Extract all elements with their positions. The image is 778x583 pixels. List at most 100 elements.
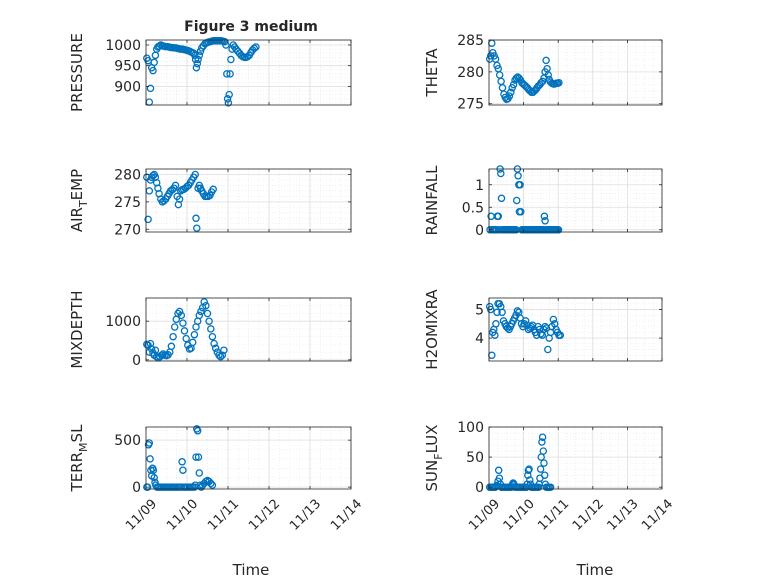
figure-title: Figure 3 medium (184, 19, 318, 35)
data-point (544, 71, 552, 79)
y-tick-label: 0 (475, 223, 484, 239)
y-tick-label: 500 (114, 433, 141, 449)
y-tick-label: 4 (475, 331, 484, 347)
y-axis-label: MIXDEPTH (68, 290, 86, 368)
data-point (171, 181, 180, 190)
data-series (143, 37, 260, 107)
data-point (207, 325, 215, 333)
subplot-5: 0 1000 MIXDEPTH (68, 290, 352, 369)
x-axis-label-left: Time (232, 561, 270, 579)
data-point (250, 44, 258, 53)
data-point (227, 55, 235, 64)
data-point (146, 455, 154, 463)
data-point (193, 224, 201, 232)
data-point (191, 55, 200, 64)
y-tick-label: 285 (457, 33, 484, 49)
y-tick-label: 0.5 (462, 200, 484, 216)
y-tick-label: 280 (114, 167, 141, 183)
data-point (220, 346, 228, 354)
data-point (556, 331, 565, 339)
data-point (512, 74, 521, 82)
axes-background (146, 169, 351, 232)
data-point (192, 63, 201, 72)
data-point (197, 307, 205, 316)
y-tick-label: 900 (114, 79, 141, 95)
subplot-2: 275 280 285 THETA (423, 33, 663, 113)
data-point (170, 323, 179, 331)
data-point (534, 483, 543, 491)
data-point (494, 212, 503, 221)
subplot-3: 270 275 280 AIRTEMP (68, 167, 352, 238)
y-axis-label: AIRTEMP (68, 169, 90, 232)
axes-frame (145, 297, 352, 362)
data-point (177, 311, 186, 320)
data-point (179, 319, 187, 327)
data-point (546, 483, 555, 491)
y-axis-label: TERRMSL (68, 424, 90, 493)
y-tick-label: 0 (132, 353, 141, 369)
data-point (252, 43, 260, 51)
subplot-6: 4 5 H2OMIXRA (423, 289, 663, 370)
axes-frame (145, 426, 352, 490)
data-point (209, 185, 217, 194)
data-point (208, 481, 217, 489)
data-point (150, 58, 158, 67)
data-point (542, 56, 550, 65)
y-tick-label: 0 (475, 480, 484, 496)
data-point (152, 352, 161, 361)
data-point (188, 338, 197, 347)
data-point (193, 59, 202, 68)
data-point (505, 92, 514, 100)
data-series (486, 165, 563, 234)
data-point (167, 342, 176, 351)
data-point (535, 325, 544, 334)
data-point (169, 332, 177, 341)
data-point (491, 331, 499, 339)
y-tick-label: 950 (114, 59, 141, 75)
data-point (517, 208, 525, 216)
y-tick-label: 100 (457, 420, 484, 436)
data-point (144, 215, 152, 224)
data-point (549, 315, 558, 324)
y-tick-label: 5 (475, 302, 484, 318)
y-axis-label: H2OMIXRA (423, 289, 441, 370)
data-point (149, 66, 157, 75)
subplot-1: 900 950 1000 PRESSURE (68, 33, 352, 112)
data-point (215, 351, 223, 359)
data-point (521, 317, 530, 325)
axes-frame (488, 168, 663, 233)
y-tick-label: 1 (475, 178, 484, 194)
data-point (194, 55, 202, 64)
data-point (507, 88, 515, 97)
data-point (555, 78, 563, 87)
data-point (178, 458, 186, 466)
data-point (516, 181, 524, 189)
y-tick-label: 50 (466, 450, 484, 466)
data-point (536, 465, 545, 473)
data-point (195, 51, 204, 60)
data-series (485, 433, 555, 491)
data-point (194, 453, 203, 461)
y-tick-label: 280 (457, 65, 484, 81)
data-point (492, 320, 500, 328)
y-tick-label: 270 (114, 222, 141, 238)
data-point (526, 476, 534, 484)
data-point (203, 309, 212, 318)
data-point (179, 466, 187, 474)
data-point (195, 469, 204, 477)
data-point (202, 301, 210, 310)
x-axis-label-right: Time (576, 561, 614, 579)
data-point (191, 170, 199, 179)
data-point (498, 308, 506, 317)
data-point (190, 330, 199, 339)
data-point (175, 195, 184, 203)
y-tick-label: 1000 (105, 38, 141, 54)
data-point (497, 169, 505, 178)
data-point (224, 99, 233, 107)
data-point (208, 332, 217, 341)
data-point (497, 194, 506, 203)
data-point (540, 471, 549, 479)
data-point (225, 90, 233, 99)
data-point (175, 307, 184, 316)
